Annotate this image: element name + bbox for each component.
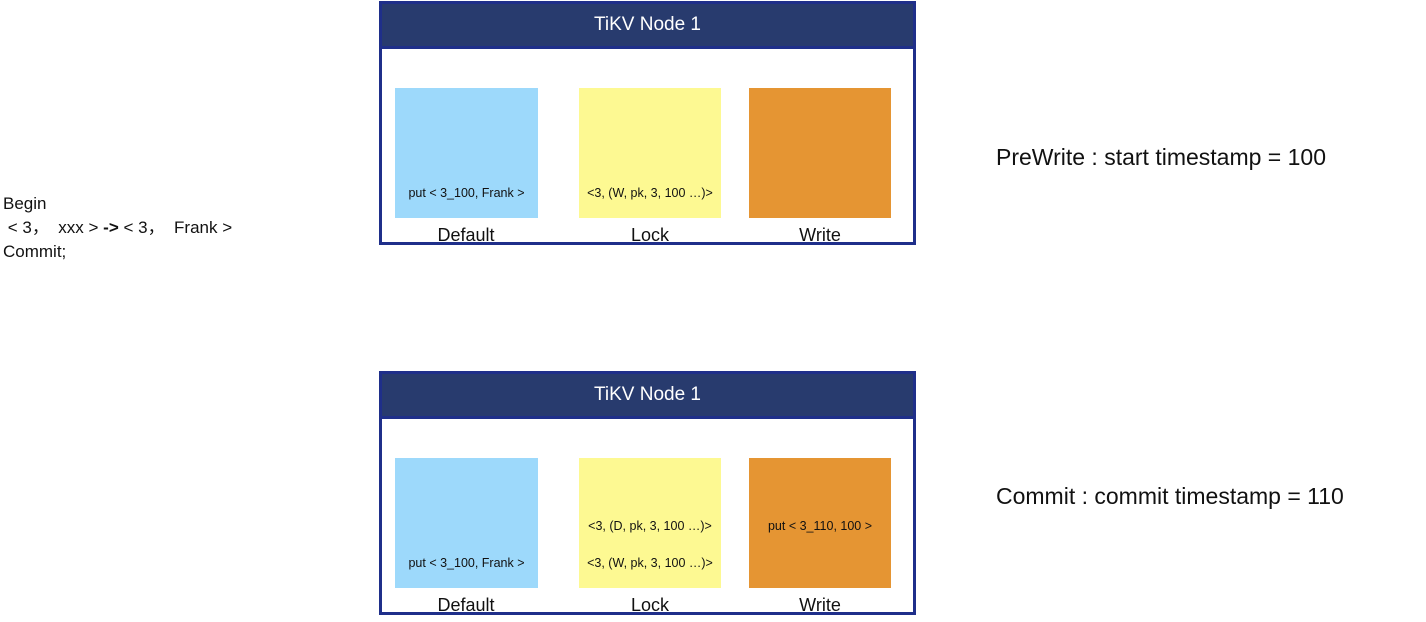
default-cf-label: Default [437, 225, 495, 245]
write-cf-box: put < 3_110, 100 > [749, 458, 891, 588]
lock-cf-box: <3, (D, pk, 3, 100 …)> <3, (W, pk, 3, 10… [579, 458, 721, 588]
tikv-node-prewrite: TiKV Node 1 put < 3_100, Frank > <3, (W,… [379, 1, 916, 245]
lock-entry: <3, (W, pk, 3, 100 …)> [587, 186, 713, 200]
default-cf-label: Default [437, 595, 495, 615]
txn-old-kv: < 3， xxx > [3, 218, 104, 237]
txn-arrow: -> [103, 218, 119, 237]
transaction-text: Begin < 3， xxx > -> < 3， Frank > Commit; [3, 192, 232, 264]
write-cf-label: Write [799, 595, 841, 615]
write-entry: put < 3_110, 100 > [767, 519, 873, 533]
node-title: TiKV Node 1 [382, 374, 913, 419]
prewrite-phase-label: PreWrite : start timestamp = 100 [996, 144, 1326, 170]
lock-cf-label: Lock [630, 225, 670, 245]
node-title: TiKV Node 1 [382, 4, 913, 49]
lock-entry: <3, (D, pk, 3, 100 …)> [588, 519, 712, 533]
default-entry: put < 3_100, Frank > [408, 556, 525, 570]
txn-begin: Begin [3, 194, 47, 213]
lock-cf-label: Lock [630, 595, 670, 615]
txn-commit: Commit; [3, 242, 67, 261]
default-cf-box: put < 3_100, Frank > [395, 88, 538, 218]
txn-new-kv: < 3， Frank > [118, 218, 233, 237]
lock-entry: <3, (W, pk, 3, 100 …)> [587, 556, 713, 570]
commit-phase-label: Commit : commit timestamp = 110 [996, 483, 1344, 509]
lock-cf-box: <3, (W, pk, 3, 100 …)> [579, 88, 721, 218]
write-cf-label: Write [799, 225, 841, 245]
txn-statement: < 3， xxx > -> < 3， Frank > [3, 216, 232, 240]
default-cf-box: put < 3_100, Frank > [395, 458, 538, 588]
default-entry: put < 3_100, Frank > [408, 186, 525, 200]
write-cf-box [749, 88, 891, 218]
tikv-node-commit: TiKV Node 1 put < 3_100, Frank > <3, (D,… [379, 371, 916, 615]
